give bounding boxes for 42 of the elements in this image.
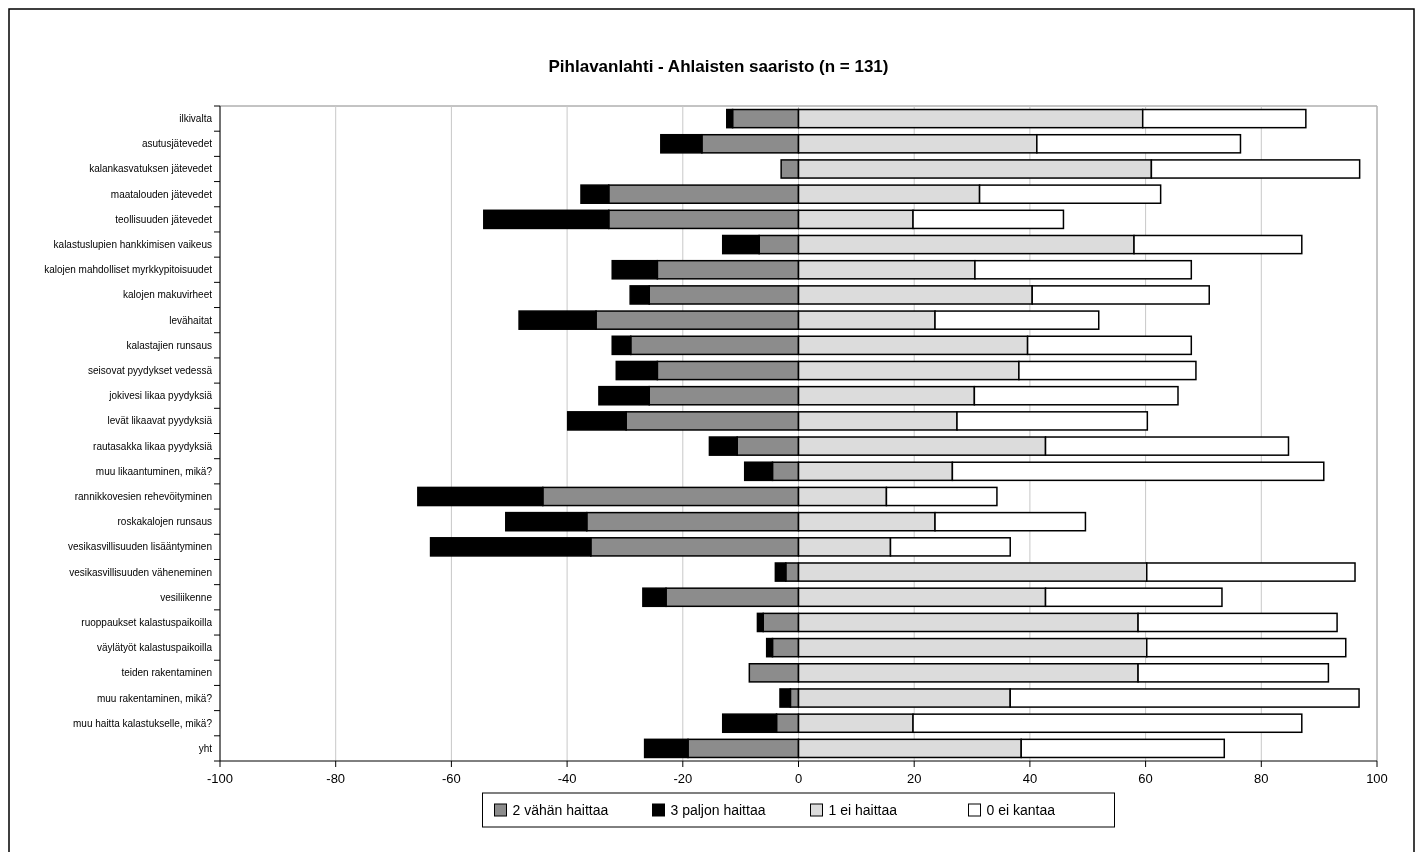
y-tick-label: asutusjätevedet <box>141 138 213 150</box>
x-tick-label: -20 <box>673 771 693 786</box>
y-tick-label: muu likaantuminen, mikä? <box>95 465 213 477</box>
y-tick-label: rautasakka likaa pyydyksiä <box>93 440 213 452</box>
legend-label: 0 ei kantaa <box>986 802 1056 818</box>
y-tick-label: teollisuuden jätevedet <box>115 213 213 225</box>
y-tick-label: levähaitat <box>169 314 213 326</box>
y-tick-label: kalastuslupien hankkimisen vaikeus <box>53 239 212 251</box>
y-tick-label: rannikkovesien rehevöityminen <box>74 490 212 502</box>
x-tick-label: -60 <box>442 771 461 786</box>
y-tick-label: jokivesi likaa pyydyksiä <box>108 390 213 402</box>
x-tick-label: -100 <box>206 771 234 786</box>
y-tick-label: väylätyöt kalastuspaikoilla <box>96 642 213 654</box>
y-tick-label: muu haitta kalastukselle, mikä? <box>73 717 213 729</box>
y-tick-label: muu rakentaminen, mikä? <box>96 692 213 704</box>
y-tick-label: vesikasvillisuuden lisääntyminen <box>68 541 212 553</box>
x-tick-label: 0 <box>794 771 803 786</box>
chart-title: Pihlavanlahti - Ahlaisten saaristo (n = 131) <box>548 57 889 76</box>
y-tick-label: seisovat pyydykset vedessä <box>88 365 213 377</box>
x-tick-label: -80 <box>326 771 346 786</box>
y-tick-label: ruoppaukset kalastuspaikoilla <box>81 616 213 628</box>
x-tick-label: 60 <box>1138 771 1153 786</box>
y-tick-label: kalastajien runsaus <box>126 339 212 351</box>
y-tick-label: roskakalojen runsaus <box>117 516 212 528</box>
legend-label: 2 vähän haittaa <box>512 802 609 818</box>
legend-label: 1 ei haittaa <box>828 802 898 818</box>
y-tick-label: teiden rakentaminen <box>121 667 212 679</box>
legend-label: 3 paljon haittaa <box>670 802 766 818</box>
y-tick-label: maatalouden jätevedet <box>110 188 213 200</box>
x-tick-label: 20 <box>906 771 922 786</box>
x-tick-label: -40 <box>557 771 577 786</box>
y-tick-label: kalojen mahdolliset myrkkypitoisuudet <box>44 264 213 276</box>
x-tick-label: 80 <box>1254 771 1269 786</box>
y-tick-label: vesikasvillisuuden väheneminen <box>69 566 212 578</box>
y-tick-label: yht <box>198 742 213 754</box>
y-tick-label: ilkivalta <box>179 113 213 125</box>
x-tick-label: 40 <box>1022 771 1038 786</box>
y-tick-label: kalojen makuvirheet <box>123 289 213 301</box>
y-tick-label: levät likaavat pyydyksiä <box>107 415 213 427</box>
y-tick-label: vesiliikenne <box>160 591 213 603</box>
x-tick-label: 100 <box>1366 771 1388 786</box>
y-tick-label: kalankasvatuksen jätevedet <box>89 163 213 175</box>
